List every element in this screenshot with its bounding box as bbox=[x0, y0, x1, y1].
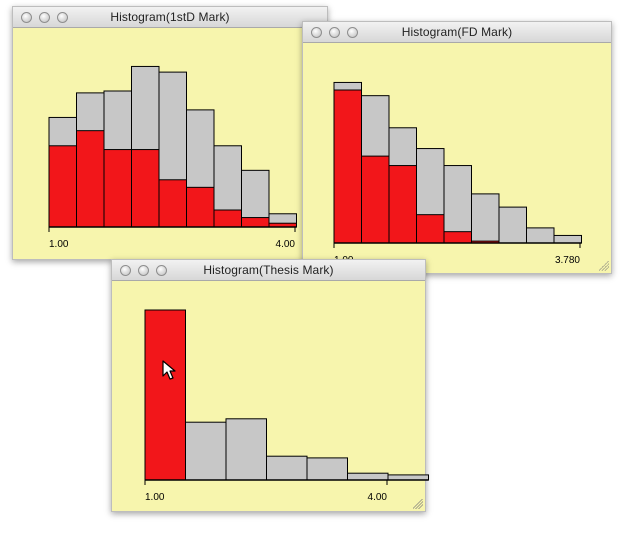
histogram-plot[interactable]: 1.00 4.00 bbox=[13, 28, 327, 259]
window-controls[interactable] bbox=[311, 27, 358, 38]
window-titlebar[interactable]: Histogram(FD Mark) bbox=[303, 22, 611, 43]
window-controls[interactable] bbox=[120, 265, 167, 276]
histogram-bar[interactable] bbox=[471, 193, 500, 244]
resize-grip[interactable] bbox=[599, 261, 609, 271]
histogram-bar[interactable] bbox=[185, 421, 227, 481]
x-axis-max-label: 4.00 bbox=[276, 239, 296, 250]
histogram-chart[interactable]: 1.00 4.00 bbox=[13, 28, 327, 259]
histogram-bar[interactable] bbox=[553, 234, 582, 244]
histogram-bar-highlight[interactable] bbox=[158, 179, 187, 228]
histogram-bar-highlight[interactable] bbox=[361, 155, 390, 244]
window-title: Histogram(Thesis Mark) bbox=[203, 263, 334, 277]
histogram-bar[interactable] bbox=[526, 227, 555, 244]
window-title: Histogram(1stD Mark) bbox=[110, 10, 230, 24]
histogram-bar-highlight[interactable] bbox=[103, 149, 132, 228]
histogram-bar-highlight[interactable] bbox=[333, 89, 362, 244]
zoom-button[interactable] bbox=[347, 27, 358, 38]
histogram-bar-highlight[interactable] bbox=[144, 309, 186, 481]
minimize-button[interactable] bbox=[138, 265, 149, 276]
histogram-chart[interactable]: 1.00 4.00 bbox=[112, 281, 429, 511]
close-button[interactable] bbox=[120, 265, 131, 276]
histogram-bar[interactable] bbox=[266, 455, 308, 481]
window-controls[interactable] bbox=[21, 12, 68, 23]
histogram-bar[interactable] bbox=[498, 206, 527, 244]
histogram-bar[interactable] bbox=[443, 165, 472, 244]
close-button[interactable] bbox=[21, 12, 32, 23]
histogram-bar[interactable] bbox=[387, 474, 429, 481]
histogram-bar-highlight[interactable] bbox=[241, 217, 270, 228]
histogram-plot[interactable]: 1.00 4.00 bbox=[112, 281, 429, 511]
histogram-window-fd-mark[interactable]: Histogram(FD Mark) 1.00 3.780 bbox=[302, 21, 612, 274]
histogram-bar[interactable] bbox=[225, 418, 267, 481]
histogram-window-thesis-mark[interactable]: Histogram(Thesis Mark) 1.00 4.00 bbox=[111, 259, 429, 512]
window-titlebar[interactable]: Histogram(Thesis Mark) bbox=[112, 260, 425, 281]
histogram-chart[interactable]: 1.00 3.780 bbox=[303, 43, 611, 273]
bars-group[interactable] bbox=[144, 309, 429, 481]
bars-group[interactable] bbox=[333, 81, 582, 244]
x-axis-min-label: 1.00 bbox=[49, 239, 69, 250]
mouse-pointer-icon bbox=[162, 360, 176, 380]
zoom-button[interactable] bbox=[156, 265, 167, 276]
window-title: Histogram(FD Mark) bbox=[401, 25, 513, 39]
histogram-bar-highlight[interactable] bbox=[76, 130, 105, 228]
resize-grip[interactable] bbox=[413, 499, 423, 509]
histogram-window-1std-mark[interactable]: Histogram(1stD Mark) 1.00 4.00 bbox=[12, 6, 328, 260]
x-axis-min-label: 1.00 bbox=[145, 492, 165, 503]
minimize-button[interactable] bbox=[329, 27, 340, 38]
histogram-bar-highlight[interactable] bbox=[388, 165, 417, 244]
histogram-bar-highlight[interactable] bbox=[213, 209, 242, 228]
window-titlebar[interactable]: Histogram(1stD Mark) bbox=[13, 7, 327, 28]
histogram-bar-highlight[interactable] bbox=[186, 186, 215, 228]
x-axis-max-label: 4.00 bbox=[368, 492, 388, 503]
minimize-button[interactable] bbox=[39, 12, 50, 23]
histogram-bar[interactable] bbox=[306, 457, 348, 481]
histogram-bar-highlight[interactable] bbox=[443, 231, 472, 244]
histogram-bar-highlight[interactable] bbox=[416, 214, 445, 244]
histogram-bar-highlight[interactable] bbox=[131, 149, 160, 228]
histogram-plot[interactable]: 1.00 3.780 bbox=[303, 43, 611, 273]
x-axis-max-label: 3.780 bbox=[555, 255, 580, 266]
histogram-bar-highlight[interactable] bbox=[48, 145, 77, 228]
close-button[interactable] bbox=[311, 27, 322, 38]
zoom-button[interactable] bbox=[57, 12, 68, 23]
histogram-bar[interactable] bbox=[347, 472, 389, 481]
bars-group[interactable] bbox=[48, 65, 297, 228]
